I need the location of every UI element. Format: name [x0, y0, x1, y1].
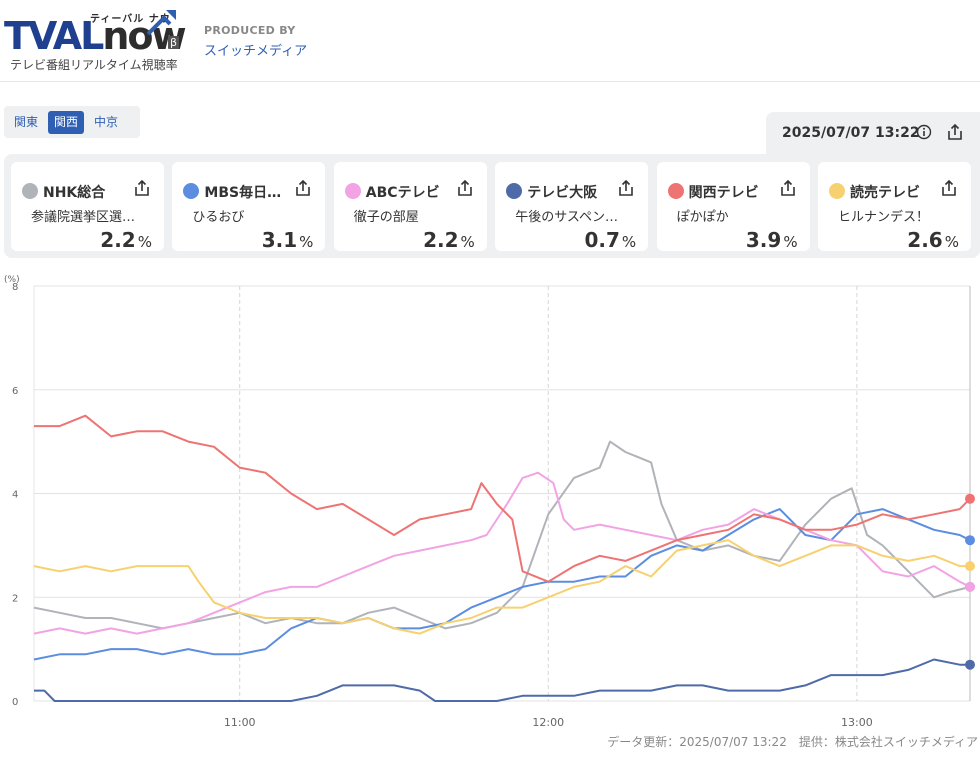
- series-line-5: [33, 539, 970, 635]
- region-tab-0[interactable]: 関東: [14, 114, 39, 129]
- share-icon[interactable]: [133, 179, 151, 197]
- channel-color-dot: [667, 183, 684, 199]
- y-tick-label: 8: [12, 282, 18, 293]
- program-title: 午後のサスペン…: [515, 210, 619, 225]
- share-icon[interactable]: [617, 179, 635, 197]
- tvalnow-logo[interactable]: TVALnow ティーバル ナウ β: [4, 8, 187, 58]
- series-end-marker-3: [965, 659, 975, 670]
- rating-value: 3.9%: [746, 228, 798, 252]
- channel-name: テレビ大阪: [527, 185, 598, 201]
- channel-color-dot: [506, 183, 523, 199]
- rating-unit: %: [621, 233, 637, 251]
- rating-line-chart: 0 2 4 6 8(%) 11:00 12:00 13:00: [4, 275, 975, 729]
- y-tick-label: 6: [12, 386, 18, 397]
- channel-color-dot: [183, 183, 200, 199]
- region-tabs: 関東 関西 中京: [4, 106, 140, 138]
- series-line-0: [33, 440, 971, 630]
- program-title: ひるおび: [192, 210, 245, 225]
- beta-badge: β: [168, 36, 180, 49]
- series-line-4: [34, 414, 971, 583]
- rating-value: 2.2%: [100, 228, 152, 252]
- channel-name: NHK総合: [43, 185, 106, 201]
- y-tick-label: 0: [12, 697, 18, 708]
- program-title: ぽかぽか: [676, 210, 729, 225]
- series-end-marker-5: [965, 561, 975, 572]
- rating-number: 3.1: [261, 228, 298, 252]
- series-end-marker-2: [965, 581, 975, 592]
- region-tab-1[interactable]: 関西: [48, 110, 85, 134]
- share-icon[interactable]: [456, 179, 474, 197]
- site-subtitle: テレビ番組リアルタイム視聴率: [10, 58, 178, 72]
- series-line-3: [34, 658, 970, 702]
- channel-card[interactable]: 読売テレビヒルナンデス！ 2.6%: [818, 162, 971, 252]
- channel-card[interactable]: MBS毎日… ひるおび 3.1%: [172, 162, 326, 252]
- series-end-marker-4: [965, 493, 975, 504]
- x-tick-label: 12:00: [532, 716, 564, 729]
- channel-card[interactable]: 関西テレビぽかぽか 3.9%: [656, 162, 810, 252]
- share-icon[interactable]: [940, 179, 958, 197]
- rating-unit: %: [783, 233, 798, 251]
- rating-unit: %: [944, 233, 959, 251]
- logo-arrow-icon: [146, 10, 176, 36]
- rating-value: 3.1%: [262, 228, 314, 252]
- channel-cards: NHK総合 参議院選挙区選… 2.2% MBS毎日… ひるおび 3.1% ABCテレビ 徹子の…: [4, 154, 980, 258]
- series-line-2: [33, 471, 971, 635]
- info-icon[interactable]: [916, 124, 932, 140]
- rating-unit: %: [137, 233, 152, 251]
- channel-card[interactable]: NHK総合参議院選挙区選… 2.2%: [11, 162, 164, 252]
- produced-by-label: PRODUCED BY: [204, 24, 296, 37]
- region-tab-2[interactable]: 中京: [94, 114, 119, 129]
- x-tick-label: 11:00: [224, 716, 256, 729]
- rating-unit: %: [299, 233, 314, 251]
- share-icon[interactable]: [946, 123, 964, 141]
- rating-unit: %: [460, 233, 475, 251]
- program-title: 徹子の部屋: [353, 210, 419, 225]
- share-icon[interactable]: [294, 179, 312, 197]
- timestamp-panel: 2025/07/07 13:22: [766, 112, 980, 154]
- timestamp: 2025/07/07 13:22: [782, 125, 920, 141]
- app-header: TVALnow ティーバル ナウ β テレビ番組リアルタイム視聴率 PRODUC…: [0, 0, 980, 82]
- program-title: ヒルナンデス！: [838, 210, 930, 225]
- rating-value: 2.2%: [423, 228, 475, 252]
- channel-name: 関西テレビ: [688, 185, 759, 201]
- rating-number: 3.9: [745, 228, 782, 252]
- series-line-1: [33, 508, 971, 661]
- rating-value: 2.6%: [907, 228, 959, 252]
- y-tick-label: 4: [12, 490, 18, 501]
- rating-value: 0.7%: [584, 228, 636, 252]
- channel-color-dot: [344, 183, 361, 199]
- channel-color-dot: [22, 183, 38, 199]
- rating-number: 2.2: [423, 228, 459, 252]
- channel-name: 読売テレビ: [850, 185, 920, 201]
- rating-number: 2.6: [907, 228, 943, 252]
- share-icon[interactable]: [779, 179, 797, 197]
- channel-card[interactable]: テレビ大阪午後のサスペン… 0.7%: [495, 162, 649, 252]
- y-axis-label: (%): [4, 275, 20, 285]
- y-tick-label: 2: [12, 593, 18, 604]
- program-title: 参議院選挙区選…: [31, 210, 136, 225]
- x-tick-label: 13:00: [841, 716, 873, 729]
- channel-name: MBS毎日…: [204, 185, 282, 201]
- rating-number: 0.7: [584, 228, 620, 252]
- footer-note: データ更新：2025/07/07 13:22 提供：株式会社スイッチメディア: [607, 735, 978, 749]
- series-end-marker-1: [965, 535, 975, 546]
- logo-kana: ティーバル ナウ: [90, 14, 171, 25]
- channel-color-dot: [829, 183, 845, 199]
- channel-card[interactable]: ABCテレビ徹子の部屋 2.2%: [333, 162, 487, 252]
- rating-number: 2.2: [100, 228, 136, 252]
- company-link[interactable]: スイッチメディア: [204, 44, 308, 59]
- channel-name: ABCテレビ: [365, 185, 440, 201]
